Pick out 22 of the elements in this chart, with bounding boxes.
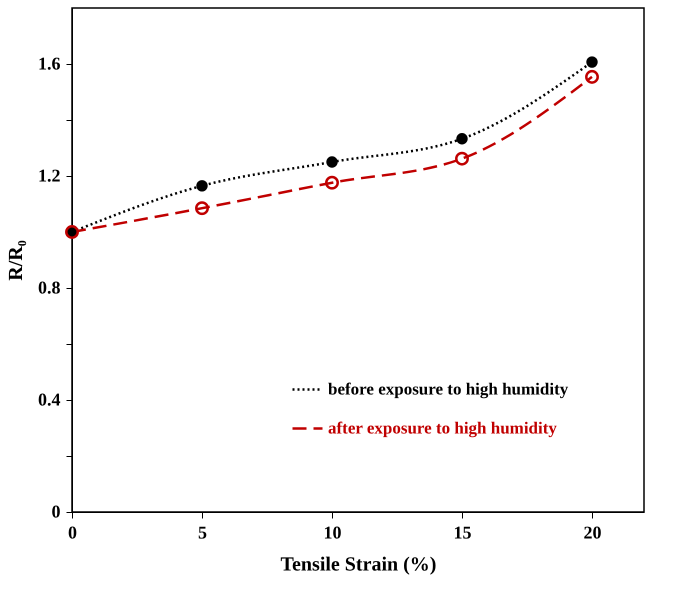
y-tick-label: 1.6 xyxy=(38,54,60,74)
x-tick-label: 15 xyxy=(454,522,472,542)
point xyxy=(455,152,469,166)
x-tick-label: 20 xyxy=(584,522,602,542)
point xyxy=(456,133,468,144)
y-tick-label: 0 xyxy=(52,502,60,522)
y-axis-title: R/R₀ xyxy=(5,240,27,281)
legend-label: after exposure to high humidity xyxy=(328,418,558,438)
x-tick-label: 10 xyxy=(324,522,342,542)
y-tick-label: 0.8 xyxy=(38,278,60,298)
point xyxy=(325,176,339,190)
y-tick-label: 0.4 xyxy=(38,390,60,410)
point xyxy=(586,56,598,68)
point xyxy=(585,70,599,84)
y-tick-label: 1.2 xyxy=(38,166,60,186)
x-tick-label: 5 xyxy=(198,522,207,542)
legend-label: before exposure to high humidity xyxy=(328,380,569,398)
x-axis-title: Tensile Strain (%) xyxy=(280,554,436,576)
point xyxy=(195,201,209,216)
point xyxy=(196,180,208,192)
point xyxy=(326,156,338,168)
x-tick-label: 0 xyxy=(68,522,77,542)
